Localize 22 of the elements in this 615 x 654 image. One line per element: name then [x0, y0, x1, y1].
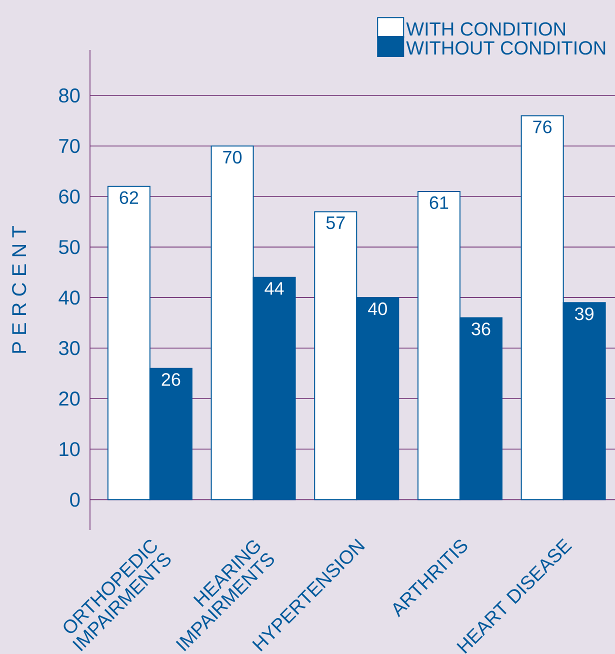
data-label: 62	[120, 191, 138, 204]
y-tick-label: 30	[58, 341, 80, 356]
data-label: 70	[223, 150, 242, 164]
y-tick-label: 10	[60, 442, 80, 456]
y-tick-label: 0	[70, 492, 80, 507]
y-tick-label: 70	[59, 138, 80, 154]
y-tick-label: 40	[58, 290, 80, 305]
y-tick-label: 80	[59, 88, 80, 103]
y-tick-label: 20	[59, 392, 80, 406]
legend-label: WITH CONDITION	[406, 22, 565, 36]
data-label: 40	[368, 302, 387, 316]
data-label: 36	[472, 322, 490, 336]
y-tick-label: 60	[59, 189, 80, 204]
data-label: 61	[430, 196, 448, 210]
data-label: 76	[533, 120, 552, 134]
y-axis-title: P E R C E N T	[12, 226, 26, 353]
data-label: 44	[264, 282, 284, 295]
legend-label: WITHOUT CONDITION	[406, 41, 606, 55]
data-label: 26	[162, 373, 180, 386]
data-label: 39	[575, 307, 594, 320]
data-label: 57	[326, 216, 345, 230]
y-tick-label: 50	[59, 240, 80, 254]
